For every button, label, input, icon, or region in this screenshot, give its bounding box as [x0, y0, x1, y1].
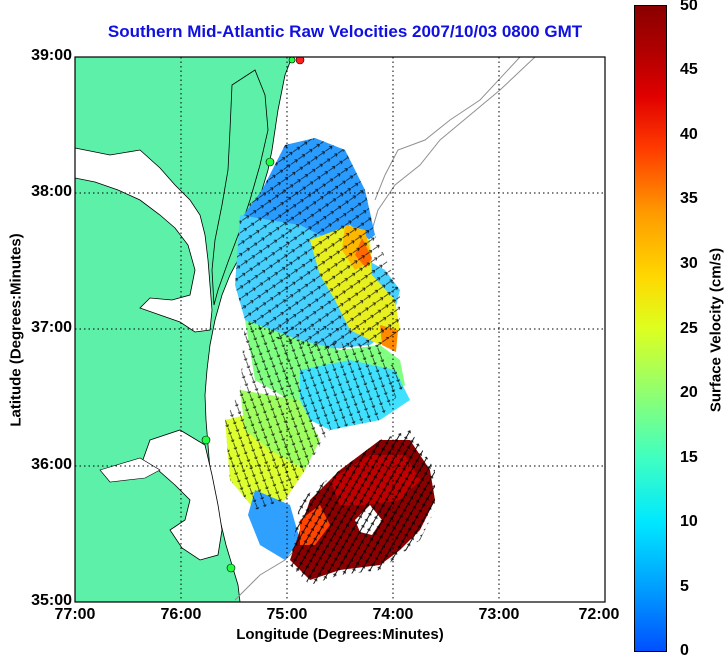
x-tick-label: 76:00	[151, 606, 211, 624]
colorbar-tick: 45	[680, 61, 720, 79]
colorbar-tick: 50	[680, 0, 720, 15]
colorbar-label: Surface Velocity (cm/s)	[708, 248, 724, 412]
x-axis-label: Longitude (Degrees:Minutes)	[75, 626, 605, 643]
y-tick-label: 35:00	[16, 592, 72, 610]
colorbar-tick: 35	[680, 190, 720, 208]
colorbar	[634, 5, 667, 652]
x-tick-label: 73:00	[469, 606, 529, 624]
colorbar-tick: 0	[680, 642, 720, 660]
colorbar-tick: 15	[680, 449, 720, 467]
y-tick-label: 38:00	[16, 183, 72, 201]
x-tick-label: 72:00	[569, 606, 629, 624]
station-marker	[227, 564, 235, 572]
station-marker	[289, 57, 295, 63]
y-axis-label: Latitude (Degrees:Minutes)	[8, 233, 25, 426]
station-marker	[202, 436, 210, 444]
x-tick-label: 75:00	[257, 606, 317, 624]
colorbar-tick: 5	[680, 578, 720, 596]
y-tick-label: 39:00	[16, 47, 72, 65]
colorbar-tick: 40	[680, 126, 720, 144]
station-marker	[266, 158, 274, 166]
x-tick-label: 74:00	[363, 606, 423, 624]
y-tick-label: 36:00	[16, 456, 72, 474]
colorbar-tick: 10	[680, 513, 720, 531]
